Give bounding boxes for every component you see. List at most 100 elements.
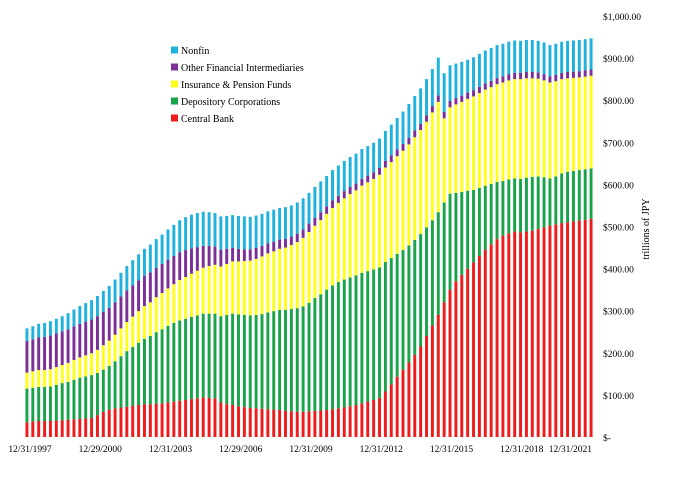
bar-segment-depository-corporations-71 xyxy=(442,202,446,303)
bar-segment-nonfin-16 xyxy=(119,272,123,297)
bar-segment-central-bank-11 xyxy=(90,418,94,437)
bar-segment-nonfin-2 xyxy=(37,323,41,338)
bar-segment-nonfin-33 xyxy=(219,216,223,250)
bar-segment-nonfin-96 xyxy=(589,38,593,70)
bar-segment-central-bank-88 xyxy=(542,227,546,437)
bar-segment-depository-corporations-63 xyxy=(395,253,399,377)
bar-segment-depository-corporations-91 xyxy=(560,173,564,224)
bar-segment-insurance-pension-funds-81 xyxy=(501,82,505,182)
bar-segment-central-bank-28 xyxy=(190,399,193,437)
bar-segment-other-financial-intermediaries-38 xyxy=(248,249,252,261)
bar-segment-nonfin-53 xyxy=(336,165,340,196)
bar-segment-nonfin-73 xyxy=(454,63,458,99)
bar-segment-depository-corporations-2 xyxy=(37,386,41,421)
bar-segment-nonfin-79 xyxy=(489,48,493,81)
bar-segment-insurance-pension-funds-54 xyxy=(342,198,346,280)
bar-segment-central-bank-68 xyxy=(425,335,428,437)
bar-segment-insurance-pension-funds-93 xyxy=(571,77,575,171)
bar-segment-central-bank-36 xyxy=(237,406,240,437)
bar-segment-nonfin-78 xyxy=(483,50,487,84)
bar-segment-depository-corporations-24 xyxy=(166,325,170,403)
bar-segment-insurance-pension-funds-67 xyxy=(419,130,423,235)
bar-segment-depository-corporations-50 xyxy=(319,294,323,411)
bar-segment-depository-corporations-55 xyxy=(348,277,352,407)
bar-segment-central-bank-23 xyxy=(160,403,164,437)
bar-segment-nonfin-86 xyxy=(530,40,534,72)
bar-segment-central-bank-15 xyxy=(113,408,117,437)
bar-segment-other-financial-intermediaries-80 xyxy=(495,77,499,85)
bar-segment-nonfin-67 xyxy=(419,88,423,124)
bar-segment-insurance-pension-funds-20 xyxy=(142,306,146,339)
bar-segment-insurance-pension-funds-41 xyxy=(266,253,270,313)
bar-segment-other-financial-intermediaries-8 xyxy=(72,326,76,360)
bar-segment-depository-corporations-58 xyxy=(366,271,370,402)
bar-segment-nonfin-59 xyxy=(372,142,376,173)
bar-segment-insurance-pension-funds-61 xyxy=(383,167,387,262)
bar-segment-central-bank-31 xyxy=(207,397,211,437)
bar-segment-other-financial-intermediaries-64 xyxy=(401,143,405,151)
bar-segment-depository-corporations-8 xyxy=(72,379,76,420)
bar-segment-insurance-pension-funds-60 xyxy=(378,174,381,268)
bar-segment-other-financial-intermediaries-62 xyxy=(389,155,393,163)
bar-segment-insurance-pension-funds-37 xyxy=(242,261,246,315)
bar-segment-depository-corporations-79 xyxy=(489,183,493,245)
legend: Nonfin Other Financial Intermediaries Insu… xyxy=(171,46,304,125)
bar-segment-insurance-pension-funds-19 xyxy=(137,311,141,343)
bar-segment-depository-corporations-12 xyxy=(95,373,99,416)
bar-segment-central-bank-65 xyxy=(407,362,411,437)
bar-segment-depository-corporations-28 xyxy=(190,317,193,400)
bar-segment-nonfin-51 xyxy=(325,175,329,207)
y-tick-label-4: $400.00 xyxy=(603,265,634,276)
bar-segment-depository-corporations-25 xyxy=(172,322,176,402)
bar-segment-other-financial-intermediaries-89 xyxy=(548,76,552,83)
bar-segment-central-bank-34 xyxy=(225,404,229,437)
bar-segment-insurance-pension-funds-46 xyxy=(295,242,299,309)
bar-segment-insurance-pension-funds-39 xyxy=(254,258,258,315)
bar-segment-other-financial-intermediaries-92 xyxy=(566,71,570,79)
bar-segment-central-bank-14 xyxy=(107,409,111,437)
bar-segment-central-bank-84 xyxy=(519,232,523,437)
bar-segment-central-bank-41 xyxy=(266,409,270,437)
bar-segment-nonfin-38 xyxy=(248,216,252,250)
bar-segment-other-financial-intermediaries-45 xyxy=(289,236,293,246)
bar-segment-depository-corporations-19 xyxy=(137,342,141,406)
bar-segment-nonfin-18 xyxy=(131,260,135,286)
bar-segment-depository-corporations-37 xyxy=(242,314,246,408)
bar-segment-nonfin-85 xyxy=(524,40,528,72)
y-tick-label-5: $500.00 xyxy=(603,223,634,234)
bar-segment-central-bank-4 xyxy=(48,421,52,437)
bar-segment-other-financial-intermediaries-51 xyxy=(325,206,329,214)
bar-segment-nonfin-55 xyxy=(348,157,352,187)
bar-segment-nonfin-75 xyxy=(466,59,470,93)
bar-segment-nonfin-69 xyxy=(430,69,434,107)
bar-segment-central-bank-7 xyxy=(66,419,70,437)
bar-segment-depository-corporations-47 xyxy=(301,306,305,412)
bar-segment-insurance-pension-funds-74 xyxy=(460,101,464,192)
bar-segment-nonfin-76 xyxy=(472,57,476,91)
bar-segment-depository-corporations-26 xyxy=(178,320,182,401)
bar-segment-depository-corporations-57 xyxy=(360,272,364,404)
bar-segment-central-bank-54 xyxy=(342,407,346,437)
bar-segment-other-financial-intermediaries-85 xyxy=(524,71,528,79)
x-tick-label-6: 12/31/2015 xyxy=(430,445,474,455)
bar-segment-central-bank-42 xyxy=(272,409,276,437)
bar-segment-depository-corporations-60 xyxy=(378,267,381,398)
bar-segment-central-bank-27 xyxy=(184,399,188,437)
bar-segment-nonfin-9 xyxy=(78,306,82,324)
bar-segment-nonfin-88 xyxy=(542,42,546,75)
bar-segment-nonfin-3 xyxy=(43,322,47,337)
bar-segment-insurance-pension-funds-89 xyxy=(548,82,552,179)
bar-segment-insurance-pension-funds-50 xyxy=(319,220,323,295)
bar-segment-depository-corporations-3 xyxy=(43,386,47,421)
bar-segment-nonfin-58 xyxy=(366,146,370,176)
bar-segment-central-bank-24 xyxy=(166,402,170,437)
bar-segment-insurance-pension-funds-94 xyxy=(577,77,581,171)
bar-segment-nonfin-89 xyxy=(548,45,552,77)
bar-segment-nonfin-0 xyxy=(25,328,29,342)
bar-segment-depository-corporations-18 xyxy=(131,346,135,406)
bar-segment-central-bank-67 xyxy=(419,346,423,437)
bar-segment-depository-corporations-59 xyxy=(372,269,376,400)
bar-segment-nonfin-44 xyxy=(284,207,287,239)
bar-segment-depository-corporations-46 xyxy=(295,308,299,412)
bar-segment-central-bank-66 xyxy=(413,354,417,437)
